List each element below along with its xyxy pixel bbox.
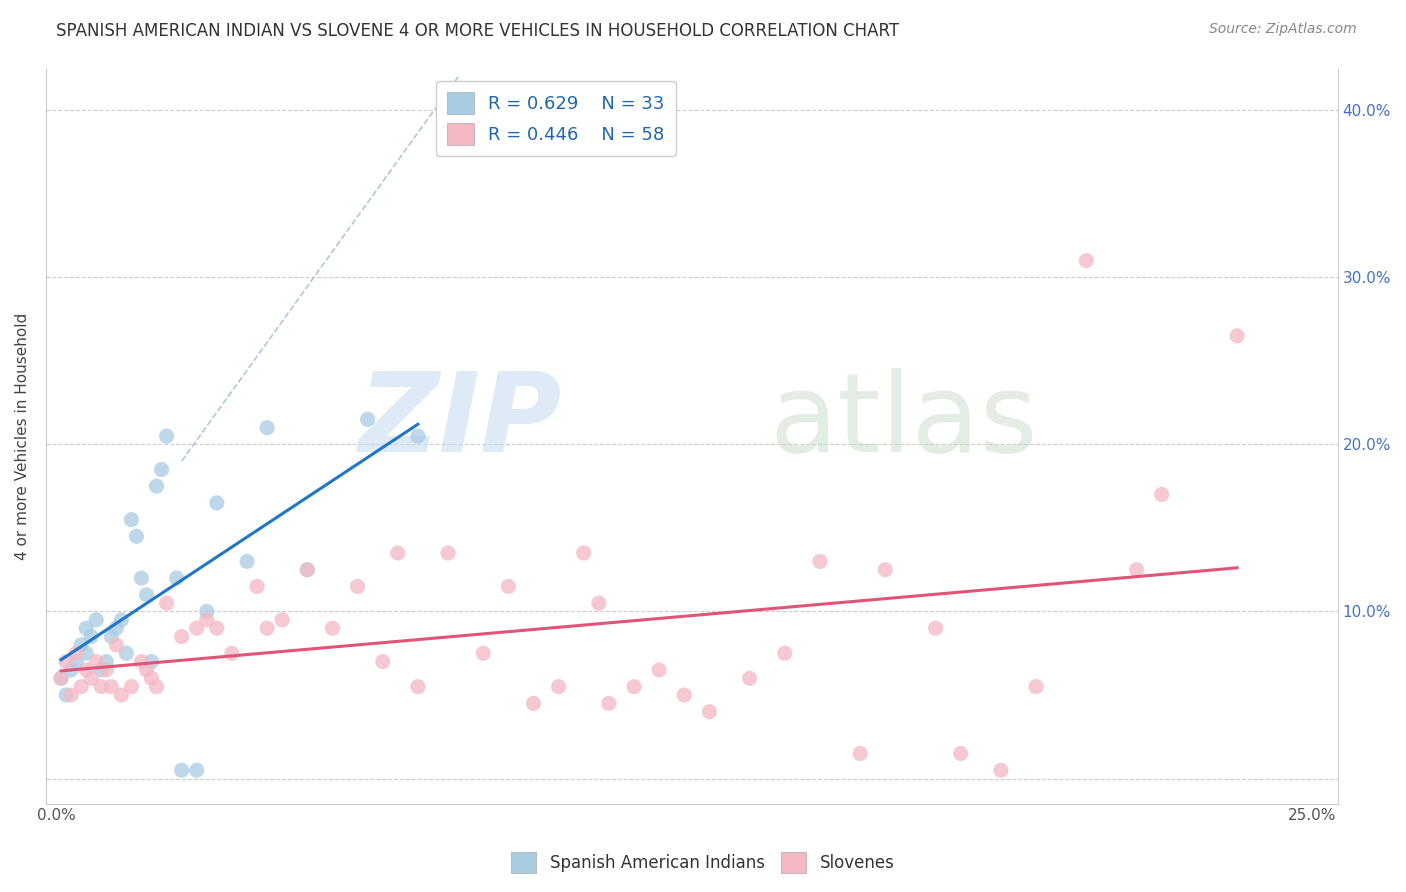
Point [271, 613, 294, 627]
Point [90, 663, 112, 677]
Point [70, 680, 93, 694]
Point [49, 671, 72, 685]
Point [387, 546, 409, 560]
Legend: Spanish American Indians, Slovenes: Spanish American Indians, Slovenes [505, 846, 901, 880]
Point [145, 680, 167, 694]
Point [84, 613, 107, 627]
Point [297, 563, 319, 577]
Point [572, 546, 595, 560]
Point [256, 421, 278, 435]
Point [1025, 680, 1047, 694]
Point [125, 529, 148, 543]
Point [80, 671, 103, 685]
Point [297, 563, 319, 577]
Text: SPANISH AMERICAN INDIAN VS SLOVENE 4 OR MORE VEHICLES IN HOUSEHOLD CORRELATION C: SPANISH AMERICAN INDIAN VS SLOVENE 4 OR … [56, 22, 900, 40]
Point [256, 621, 278, 635]
Point [49, 671, 72, 685]
Point [371, 655, 394, 669]
Point [170, 630, 193, 644]
Point [522, 697, 544, 711]
Point [120, 513, 142, 527]
Point [1076, 253, 1098, 268]
Point [150, 462, 173, 476]
Point [356, 412, 378, 426]
Point [155, 596, 177, 610]
Point [406, 680, 429, 694]
Point [96, 663, 118, 677]
Point [170, 763, 193, 777]
Point [120, 680, 142, 694]
Point [155, 429, 177, 443]
Legend: R = 0.629    N = 33, R = 0.446    N = 58: R = 0.629 N = 33, R = 0.446 N = 58 [436, 81, 676, 156]
Point [849, 747, 872, 761]
Point [205, 496, 228, 510]
Point [221, 646, 243, 660]
Text: ZIP: ZIP [359, 368, 562, 475]
Text: Source: ZipAtlas.com: Source: ZipAtlas.com [1209, 22, 1357, 37]
Point [135, 663, 157, 677]
Point [70, 638, 93, 652]
Point [346, 579, 368, 593]
Point [186, 763, 208, 777]
Point [236, 554, 259, 568]
Point [321, 621, 343, 635]
Point [100, 680, 122, 694]
Point [623, 680, 645, 694]
Point [131, 655, 153, 669]
Point [1125, 563, 1147, 577]
Point [55, 655, 77, 669]
Point [110, 688, 132, 702]
Point [246, 579, 269, 593]
Point [808, 554, 831, 568]
Point [65, 655, 87, 669]
Point [437, 546, 460, 560]
Point [1150, 487, 1173, 501]
Point [145, 479, 167, 493]
Point [141, 655, 163, 669]
Point [195, 613, 218, 627]
Point [205, 621, 228, 635]
Point [115, 646, 138, 660]
Point [75, 621, 97, 635]
Point [738, 671, 761, 685]
Point [65, 646, 87, 660]
Point [648, 663, 671, 677]
Point [195, 605, 218, 619]
Point [598, 697, 620, 711]
Point [105, 638, 128, 652]
Point [166, 571, 188, 585]
Point [588, 596, 610, 610]
Point [100, 630, 122, 644]
Point [84, 655, 107, 669]
Point [90, 680, 112, 694]
Point [472, 646, 495, 660]
Point [547, 680, 569, 694]
Point [949, 747, 972, 761]
Point [75, 646, 97, 660]
Point [131, 571, 153, 585]
Point [773, 646, 796, 660]
Point [96, 655, 118, 669]
Point [60, 688, 83, 702]
Point [699, 705, 721, 719]
Point [141, 671, 163, 685]
Point [60, 663, 83, 677]
Point [135, 588, 157, 602]
Point [498, 579, 520, 593]
Y-axis label: 4 or more Vehicles in Household: 4 or more Vehicles in Household [15, 312, 30, 559]
Point [80, 630, 103, 644]
Point [186, 621, 208, 635]
Point [75, 663, 97, 677]
Point [875, 563, 897, 577]
Point [55, 688, 77, 702]
Point [110, 613, 132, 627]
Point [924, 621, 946, 635]
Point [1226, 328, 1249, 343]
Point [406, 429, 429, 443]
Point [673, 688, 696, 702]
Point [105, 621, 128, 635]
Point [990, 763, 1012, 777]
Text: atlas: atlas [769, 368, 1038, 475]
